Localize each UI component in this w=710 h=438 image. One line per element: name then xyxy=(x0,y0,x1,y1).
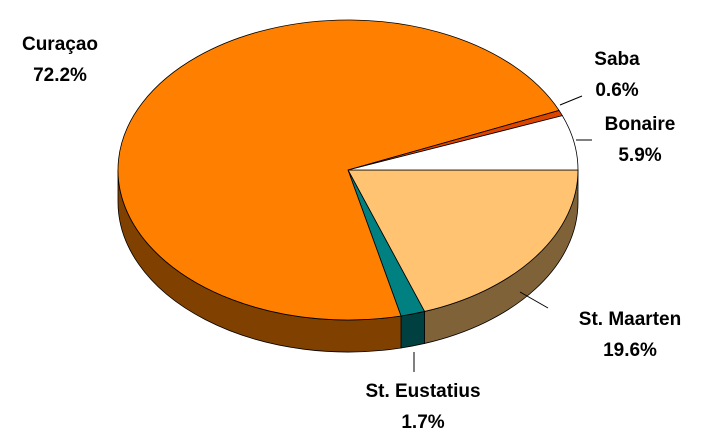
slice-value-label: 72.2% xyxy=(33,65,87,86)
slice-label: Saba xyxy=(594,49,640,70)
slice-value-label: 1.7% xyxy=(401,412,444,433)
slice-label: Curaçao xyxy=(22,34,98,55)
slice-label: St. Eustatius xyxy=(365,381,480,402)
slice-label: Bonaire xyxy=(605,114,676,135)
pie-side xyxy=(400,310,425,349)
leader-line xyxy=(519,291,549,309)
pie-tops xyxy=(117,19,579,321)
slice-value-label: 19.6% xyxy=(603,340,657,361)
slice-value-label: 5.9% xyxy=(618,145,661,166)
pie-slice xyxy=(117,19,560,321)
leader-line xyxy=(559,95,583,106)
slice-label: St. Maarten xyxy=(579,309,681,330)
slice-value-label: 0.6% xyxy=(595,80,638,101)
pie-slice xyxy=(347,115,579,171)
